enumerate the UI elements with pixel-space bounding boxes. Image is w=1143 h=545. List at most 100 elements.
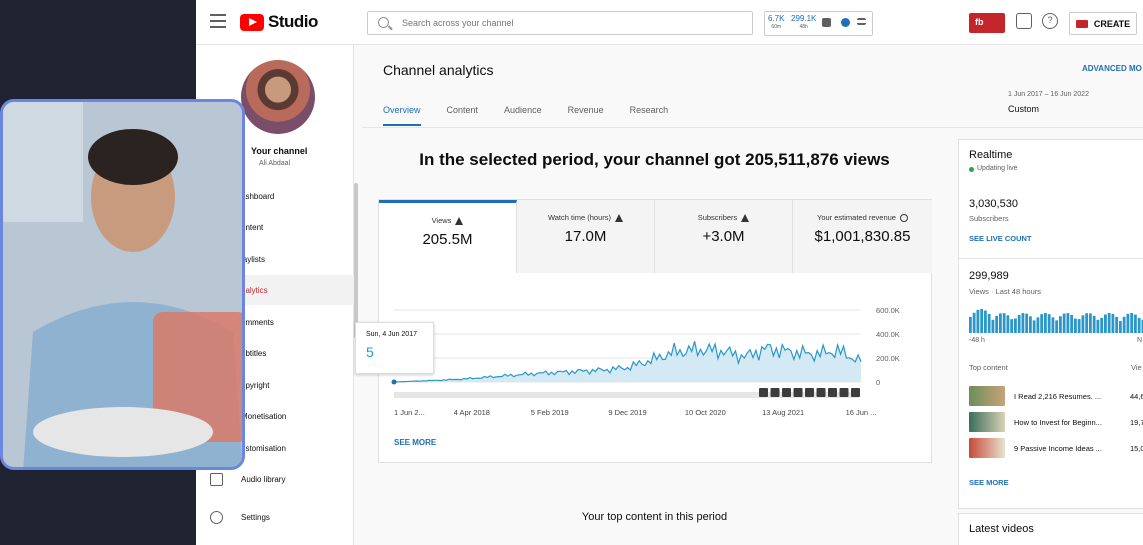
menu-icon[interactable] <box>210 14 226 28</box>
realtime-card: Realtime Updating live 3,030,530 Subscri… <box>958 139 1143 509</box>
range-marker-icon[interactable] <box>851 388 860 397</box>
range-marker-icon[interactable] <box>816 388 826 397</box>
y-tick-label: 200.0K <box>876 354 900 363</box>
x-tick-label: 10 Oct 2020 <box>685 408 726 417</box>
chart-icon <box>822 18 831 27</box>
extension-label: fb <box>975 17 984 27</box>
tab-overview[interactable]: Overview <box>383 105 421 126</box>
range-marker-icon[interactable] <box>759 388 768 397</box>
sidebar-item-settings[interactable]: Settings <box>196 502 354 532</box>
realtime-bar <box>1036 317 1040 333</box>
video-thumbnail[interactable] <box>969 438 1005 458</box>
sidebar-item-label: Monetisation <box>241 411 287 421</box>
sidebar-scrollbar[interactable] <box>354 183 358 338</box>
metric-watch-time[interactable]: Watch time (hours) 17.0M <box>517 200 655 273</box>
tab-research[interactable]: Research <box>629 105 669 115</box>
sidebar-item-monetisation[interactable]: Monetisation <box>196 401 354 431</box>
range-marker-icon[interactable] <box>782 388 791 397</box>
realtime-bar <box>1014 318 1017 333</box>
realtime-title: Realtime <box>969 149 1013 161</box>
realtime-bar <box>976 309 980 333</box>
views-chart[interactable]: 600.0K 400.0K 200.0K 0 1 Jun 2... 4 Apr 2018 5… <box>379 295 931 445</box>
realtime-bar <box>1141 319 1143 333</box>
tab-audience[interactable]: Audience <box>504 105 542 115</box>
sidebar-item-content[interactable]: ontent <box>196 212 354 242</box>
metric-revenue[interactable]: Your estimated revenue $1,001,830.85 <box>793 200 932 273</box>
video-thumbnail[interactable] <box>969 412 1005 432</box>
realtime-bar <box>1100 317 1104 333</box>
youtube-play-icon <box>240 13 264 31</box>
realtime-bar <box>991 319 995 333</box>
create-button[interactable]: CREATE <box>1069 12 1137 35</box>
sidebar-item-customisation[interactable]: ustomisation <box>196 433 354 463</box>
extension-button[interactable]: fb <box>969 13 1005 33</box>
metric-views[interactable]: Views 205.5M <box>379 200 517 273</box>
y-tick-label: 0 <box>876 378 880 387</box>
brand-text: Studio <box>268 12 318 31</box>
range-marker-icon[interactable] <box>839 388 849 397</box>
realtime-bar <box>972 312 976 333</box>
sidebar-item-copyright[interactable]: opyright <box>196 370 354 400</box>
date-preset[interactable]: Custom <box>1008 104 1040 114</box>
realtime-bar <box>1029 316 1032 333</box>
video-views: 19,7 <box>1130 418 1143 427</box>
y-tick-label: 600.0K <box>876 306 900 315</box>
webcam-overlay <box>0 99 245 470</box>
subscribers-value: 3,030,530 <box>969 198 1018 210</box>
video-title[interactable]: How to Invest for Beginn... <box>1014 418 1102 427</box>
video-title[interactable]: 9 Passive Income Ideas ... <box>1014 444 1102 453</box>
range-marker-icon[interactable] <box>770 388 780 397</box>
presenter-video-frame <box>3 102 242 467</box>
realtime-bar <box>1062 313 1066 333</box>
channel-avatar[interactable] <box>241 60 315 134</box>
realtime-bar <box>1040 314 1044 333</box>
range-marker-icon[interactable] <box>828 388 837 397</box>
latest-videos-card: Latest videos <box>958 513 1143 545</box>
clock-icon <box>899 213 908 222</box>
sidebar-item-label: ustomisation <box>241 443 286 453</box>
extension-icon[interactable] <box>841 18 850 27</box>
date-range[interactable]: 1 Jun 2017 – 16 Jun 2022 <box>1008 91 1089 98</box>
updating-label: Updating live <box>977 165 1018 172</box>
sidebar-item-audio-library[interactable]: Audio library <box>196 464 354 494</box>
see-live-count-link[interactable]: SEE LIVE COUNT <box>969 234 1032 243</box>
realtime-bar <box>1096 319 1100 333</box>
help-icon[interactable]: ? <box>1042 13 1058 29</box>
sidebar-item-dashboard[interactable]: ashboard <box>196 181 354 211</box>
see-more-link[interactable]: SEE MORE <box>969 478 1009 487</box>
feedback-icon[interactable] <box>1016 13 1032 29</box>
tab-content[interactable]: Content <box>446 105 479 115</box>
video-thumbnail[interactable] <box>969 386 1005 406</box>
search-input[interactable] <box>402 15 732 31</box>
sidebar-item-subtitles[interactable]: ubtitles <box>196 338 354 368</box>
hover-point[interactable] <box>391 379 397 385</box>
see-more-link[interactable]: SEE MORE <box>394 438 437 447</box>
search-box[interactable] <box>367 11 753 35</box>
metric-subscribers[interactable]: Subscribers +3.0M <box>655 200 793 273</box>
video-title[interactable]: I Read 2,216 Resumes. ... <box>1014 392 1102 401</box>
sidebar-item-comments[interactable]: omments <box>196 307 354 337</box>
stat-60m-value: 6.7K <box>768 14 785 23</box>
metric-value: 17.0M <box>564 228 607 245</box>
tab-revenue[interactable]: Revenue <box>567 105 604 115</box>
latest-videos-title: Latest videos <box>969 523 1034 535</box>
views-48h-label: Views · Last 48 hours <box>969 287 1041 296</box>
range-scrollbar[interactable] <box>394 392 859 398</box>
realtime-bar-chart[interactable] <box>969 307 1143 333</box>
stat-60m: 6.7K 60m <box>768 14 784 32</box>
extension-stats[interactable]: 6.7K 60m 299.1K 48h <box>764 11 873 36</box>
list-icon[interactable] <box>857 18 866 25</box>
realtime-bar <box>1126 313 1130 333</box>
range-marker-icon[interactable] <box>805 388 814 397</box>
sidebar-item-playlists[interactable]: laylists <box>196 244 354 274</box>
search-icon <box>378 17 389 28</box>
advanced-mode-link[interactable]: ADVANCED MO <box>1082 64 1142 73</box>
sidebar-item-label: ashboard <box>241 191 275 201</box>
range-marker-icon[interactable] <box>793 388 803 397</box>
x-tick-label: 13 Aug 2021 <box>762 408 804 417</box>
studio-logo[interactable]: Studio <box>240 12 318 32</box>
realtime-bar <box>1025 313 1029 333</box>
live-dot-icon <box>969 167 974 172</box>
views-line[interactable] <box>393 341 862 383</box>
realtime-bar <box>1134 314 1137 333</box>
